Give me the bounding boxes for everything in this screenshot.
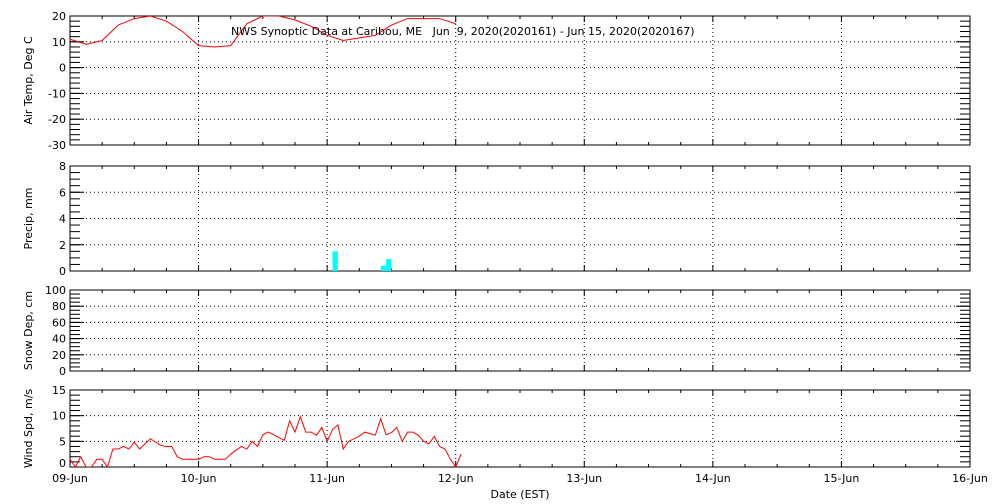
y-tick-label: 0 — [59, 457, 66, 470]
panel-4: 15 10 5 0 Wind Spd, m/s 09-Jun 10-Jun 11-Jun 12-… — [22, 384, 988, 485]
y-tick-label: 10 — [52, 410, 66, 423]
x-tick-label: 10-Jun — [181, 472, 217, 485]
y-tick-label: 20 — [52, 10, 66, 23]
wind-speed-line — [70, 417, 461, 467]
precip-bar — [386, 259, 391, 271]
precip-bar — [333, 251, 338, 271]
y-tick-label: 60 — [52, 316, 66, 329]
y-tick-label: 15 — [52, 384, 66, 397]
y-axis-label: Precip, mm — [22, 188, 35, 250]
y-tick-label: 80 — [52, 300, 66, 313]
y-tick-label: 100 — [45, 284, 66, 297]
precip-bar — [381, 266, 386, 271]
x-tick-label: 15-Jun — [824, 472, 860, 485]
y-axis-label: Air Temp, Deg C — [22, 36, 35, 125]
y-tick-label: 10 — [52, 36, 66, 49]
x-axis-label: Date (EST) — [490, 488, 549, 500]
x-tick-label: 13-Jun — [566, 472, 602, 485]
y-axis-label: Wind Spd, m/s — [22, 389, 35, 469]
y-tick-label: 8 — [59, 160, 66, 173]
y-tick-label: -20 — [48, 113, 66, 126]
y-tick-label: -10 — [48, 87, 66, 100]
panel-3: 100 80 60 40 20 0 Snow Dep, cm — [22, 284, 970, 378]
x-tick-label: 12-Jun — [438, 472, 474, 485]
y-tick-label: 5 — [59, 435, 66, 448]
panel-frame — [70, 290, 970, 371]
y-tick-label: 6 — [59, 186, 66, 199]
y-tick-label: 4 — [59, 213, 66, 226]
panel-frame — [70, 390, 970, 467]
x-tick-label: 09-Jun — [52, 472, 88, 485]
y-tick-label: 2 — [59, 239, 66, 252]
x-tick-label: 16-Jun — [952, 472, 988, 485]
y-tick-label: -30 — [48, 139, 66, 152]
y-tick-label: 0 — [59, 62, 66, 75]
panel-2: 8 6 4 2 0 Precip, mm — [22, 160, 970, 278]
y-tick-label: 20 — [52, 349, 66, 362]
y-tick-label: 40 — [52, 333, 66, 346]
y-tick-label: 0 — [59, 365, 66, 378]
chart-title: NWS Synoptic Data at Caribou, ME Jun 9, … — [231, 25, 695, 38]
y-axis-label: Snow Dep, cm — [22, 291, 35, 370]
x-tick-label: 14-Jun — [695, 472, 731, 485]
x-tick-label: 11-Jun — [309, 472, 345, 485]
y-tick-label: 0 — [59, 265, 66, 278]
